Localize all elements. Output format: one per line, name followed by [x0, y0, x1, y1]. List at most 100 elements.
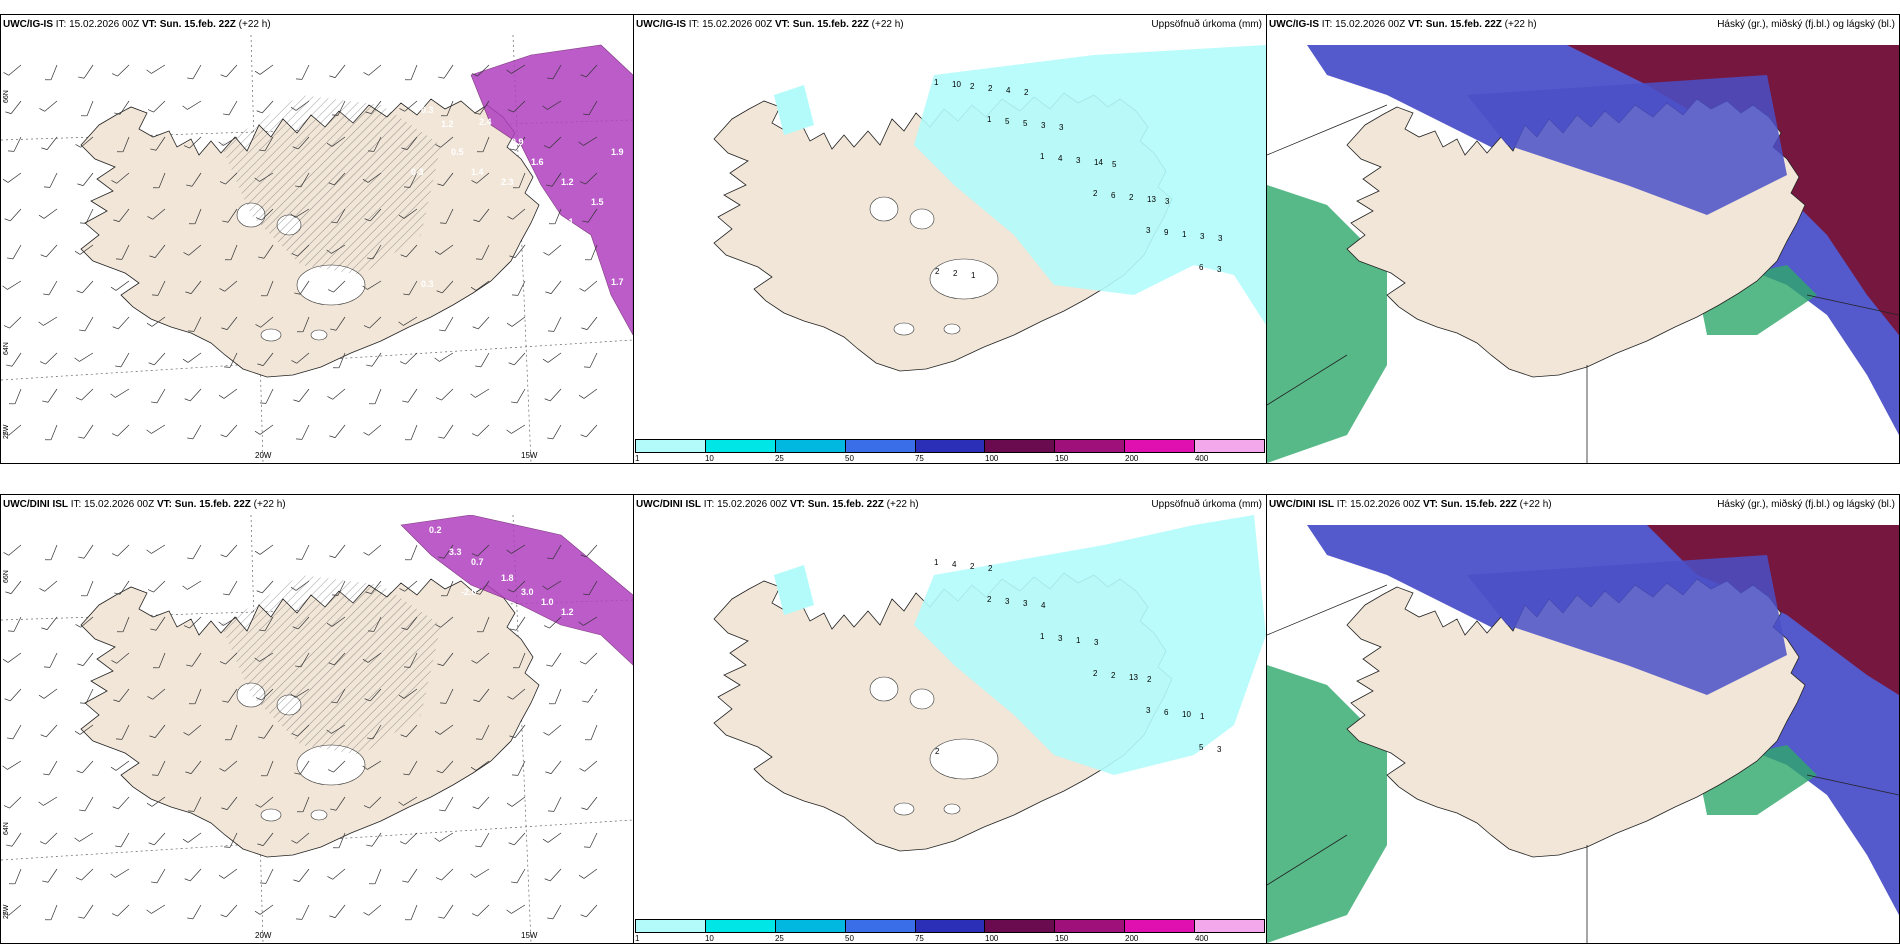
wind-barb — [302, 316, 310, 332]
precip-colorbar: 1 10 25 50 75 100 150 200 400 — [634, 917, 1266, 943]
wind-barb — [440, 616, 454, 628]
wind-barb — [446, 100, 454, 116]
wind-barb — [478, 796, 490, 810]
grid-line-2 — [1806, 774, 1899, 796]
wind-barb-feather — [327, 289, 334, 293]
wind-barb-feather — [471, 180, 477, 184]
wind-barb — [373, 136, 382, 152]
row1-wind-header: UWC/IG-IS IT: 15.02.2026 00Z VT: Sun. 15… — [3, 18, 629, 32]
wind-barb-feather — [507, 216, 513, 220]
precip-amount-label: 3 — [1041, 121, 1046, 130]
wind-barb-feather — [147, 109, 154, 113]
wind-barb — [441, 388, 454, 401]
wind-barb-feather — [220, 914, 227, 918]
wind-barb-feather — [76, 290, 83, 294]
colorbar-swatch — [915, 920, 986, 932]
precip-amount-label: 6 — [1164, 708, 1169, 717]
wind-barb — [13, 136, 22, 152]
wind-barb — [151, 796, 166, 807]
colorbar-tick-label: 100 — [985, 934, 999, 943]
wind-barb — [301, 64, 310, 80]
wind-barb-feather — [583, 113, 590, 116]
wind-barb — [84, 796, 94, 812]
wind-barb-feather — [74, 837, 80, 842]
wind-barb-feather — [219, 181, 226, 185]
valid-time: VT: Sun. 15.feb. 22Z — [1422, 499, 1517, 510]
wind-barb — [332, 388, 346, 400]
wind-barb — [443, 424, 454, 439]
wind-barb — [442, 172, 454, 186]
wind-barb-feather — [221, 807, 228, 810]
wind-barb-feather — [187, 437, 194, 440]
wind-barb — [334, 652, 346, 666]
wind-barb-feather — [362, 285, 368, 290]
wind-barb — [584, 760, 598, 772]
wind-barb-feather — [293, 879, 300, 882]
wind-barb-feather — [474, 112, 481, 115]
row2-cloud-panel: UWC/DINI ISL IT: 15.02.2026 00Z VT: Sun.… — [1266, 494, 1900, 944]
wind-barb — [554, 208, 562, 224]
wind-barb — [12, 724, 22, 740]
wind-barb — [230, 244, 238, 260]
wind-barb-feather — [218, 141, 224, 146]
wind-barb — [83, 424, 94, 439]
precip-amount-label: 2 — [935, 267, 940, 276]
wind-barb-feather — [547, 917, 554, 920]
precip-field-west — [774, 85, 814, 135]
wind-barb — [374, 388, 382, 404]
wind-barb — [512, 688, 526, 700]
wind-barb — [83, 904, 94, 919]
wind-barb-feather — [435, 397, 442, 401]
precip-amount-label: 3 — [1023, 599, 1028, 608]
wind-barb — [48, 760, 58, 776]
wind-barb — [10, 208, 22, 222]
wind-barb — [223, 388, 238, 399]
wind-barb-feather — [218, 874, 225, 879]
wind-barb — [230, 724, 238, 740]
wind-barb-feather — [507, 109, 514, 113]
precip-amount-label: 6 — [1199, 263, 1204, 272]
wind-barb-feather — [583, 593, 590, 596]
wind-barb-feather — [255, 217, 262, 221]
colorbar-swatch — [1195, 920, 1265, 932]
wind-barb — [262, 352, 274, 366]
wind-barb-feather — [506, 549, 512, 554]
wind-barb — [407, 868, 418, 883]
wind-barb-feather — [3, 432, 9, 436]
precip-field — [914, 45, 1266, 325]
wind-barb-feather — [291, 733, 298, 737]
wind-barb — [333, 280, 346, 293]
wind-barb — [155, 136, 166, 151]
wind-barb-feather — [6, 844, 13, 847]
wind-barb — [187, 352, 202, 363]
wind-barb — [367, 172, 382, 183]
wind-barb — [260, 796, 274, 808]
wind-barb — [590, 724, 598, 740]
wind-barb — [586, 424, 598, 438]
wind-barb — [331, 244, 346, 254]
lead-time: (+22 h) — [253, 499, 286, 510]
precip-amount-label: 2 — [1093, 669, 1098, 678]
row1-precip-map: 1 1 1 2 3 6 10 5 4 6 9 3 2 5 3 2 1 2 2 3 14 13 3 2 4 3 5 3 3 1 2 — [634, 35, 1266, 435]
wind-barb — [46, 244, 58, 258]
wind-barb — [406, 616, 418, 630]
wind-barb-feather — [511, 401, 518, 404]
wind-barb-feather — [363, 552, 369, 556]
wind-barb — [514, 832, 526, 846]
grid-line-0 — [1267, 104, 1388, 156]
wind-barb-feather — [402, 880, 409, 883]
wind-barb — [262, 100, 274, 114]
wind-barb — [446, 580, 454, 596]
wind-barb-feather — [255, 324, 261, 328]
wind-barb-feather — [326, 142, 333, 147]
wind-barb — [547, 832, 562, 843]
wind-barb-feather — [187, 917, 194, 920]
wind-barb-feather — [183, 252, 189, 256]
wind-barb-feather — [184, 878, 191, 882]
wind-barb-feather — [149, 255, 156, 258]
precip-amount-label: 2 — [1024, 88, 1029, 97]
wind-barb — [408, 760, 418, 776]
precip-amount-label: 3 — [1005, 597, 1010, 606]
wind-barb — [115, 388, 130, 398]
wind-barb — [79, 352, 94, 362]
